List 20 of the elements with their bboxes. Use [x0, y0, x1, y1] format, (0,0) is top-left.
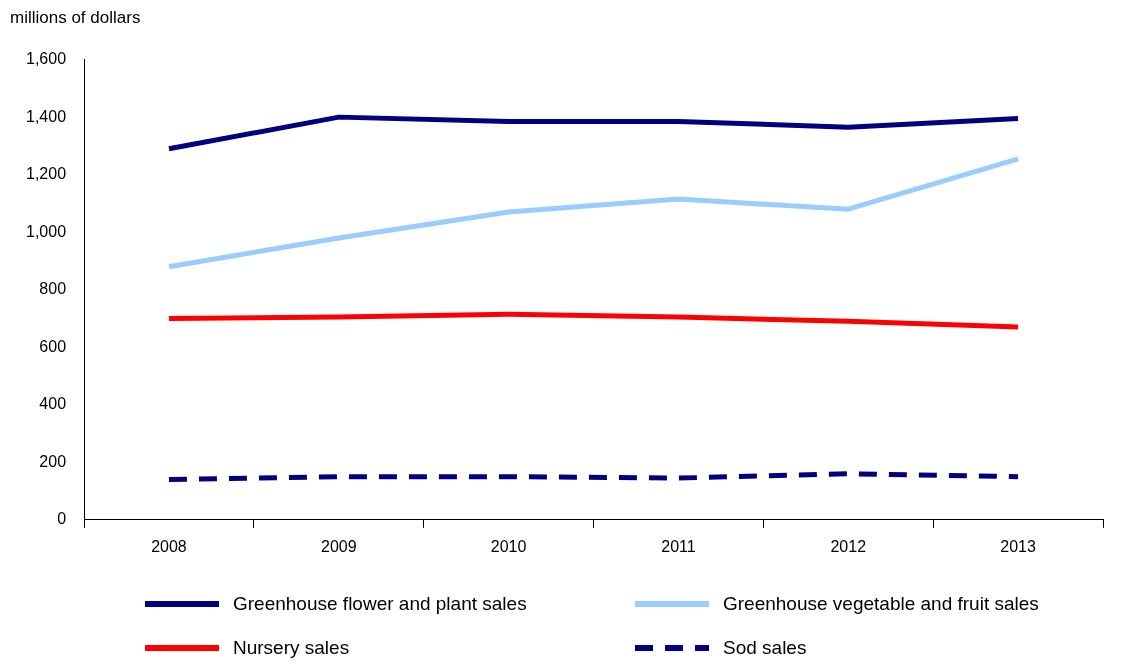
y-tick-label: 400	[39, 395, 67, 413]
x-tick-label: 2008	[151, 537, 187, 555]
y-tick-label: 200	[39, 452, 67, 470]
y-axis-title: millions of dollars	[9, 8, 142, 29]
legend-label: Greenhouse vegetable and fruit sales	[723, 593, 1039, 615]
y-tick-label: 0	[57, 510, 67, 528]
y-tick-label: 1,400	[25, 107, 67, 125]
y-tick-label: 600	[39, 337, 67, 355]
x-tick-label: 2011	[661, 537, 696, 555]
legend-label: Nursery sales	[233, 637, 350, 659]
legend-label: Sod sales	[723, 637, 807, 659]
y-tick-label: 1,600	[25, 50, 67, 68]
x-tick-label: 2009	[320, 537, 357, 555]
legend-label: Greenhouse flower and plant sales	[233, 593, 527, 615]
y-tick-label: 1,000	[25, 222, 67, 240]
y-tick-label: 1,200	[25, 165, 67, 183]
y-tick-label: 800	[39, 280, 67, 298]
x-tick-label: 2010	[490, 537, 527, 555]
x-tick-label: 2012	[830, 537, 867, 555]
x-tick-label: 2013	[1000, 537, 1036, 555]
